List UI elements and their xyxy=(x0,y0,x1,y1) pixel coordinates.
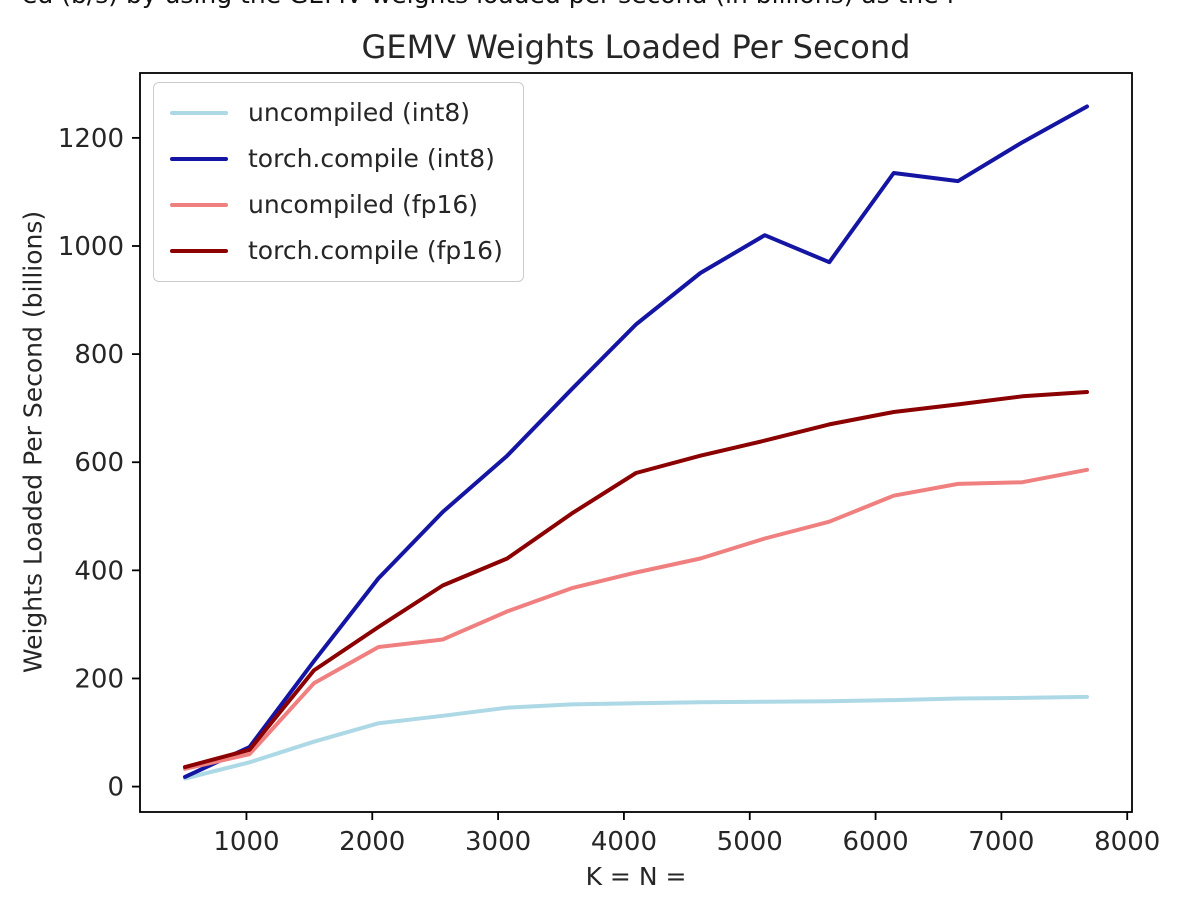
x-tick-label: 7000 xyxy=(968,827,1034,857)
series-line xyxy=(183,694,1089,781)
x-tick-label: 2000 xyxy=(339,827,405,857)
legend-label: uncompiled (int8) xyxy=(248,98,471,127)
y-tick-label: 1200 xyxy=(58,124,124,154)
series-line xyxy=(183,390,1089,770)
legend: uncompiled (int8) torch.compile (int8) u… xyxy=(153,82,524,282)
y-tick-label: 0 xyxy=(107,773,124,803)
x-tick-label: 1000 xyxy=(213,827,279,857)
legend-item: torch.compile (fp16) xyxy=(170,233,503,269)
legend-item: uncompiled (fp16) xyxy=(170,187,503,223)
y-tick-label: 1000 xyxy=(58,232,124,262)
x-tick-label: 4000 xyxy=(591,827,657,857)
y-tick-label: 400 xyxy=(74,556,124,586)
x-tick-label: 6000 xyxy=(842,827,908,857)
legend-line-swatch xyxy=(170,248,228,254)
clipped-text-content: ed (b/s) by using the GEMV weights loade… xyxy=(22,0,952,10)
legend-label: torch.compile (fp16) xyxy=(248,236,503,265)
x-tick-label: 5000 xyxy=(717,827,783,857)
x-tick-label: 3000 xyxy=(465,827,531,857)
y-tick-label: 200 xyxy=(74,664,124,694)
y-tick-label: 800 xyxy=(74,340,124,370)
legend-line-swatch xyxy=(170,156,228,162)
x-axis-label: K = N = xyxy=(585,862,687,891)
legend-line-swatch xyxy=(170,110,228,116)
axes-frame xyxy=(139,72,1133,813)
legend-label: uncompiled (fp16) xyxy=(248,190,479,219)
clipped-text-line: ed (b/s) by using the GEMV weights loade… xyxy=(22,0,952,11)
series-line xyxy=(183,104,1089,779)
legend-item: torch.compile (int8) xyxy=(170,141,503,177)
legend-item: uncompiled (int8) xyxy=(170,95,503,131)
series-line xyxy=(183,467,1089,771)
legend-line-swatch xyxy=(170,202,228,208)
chart-title: GEMV Weights Loaded Per Second xyxy=(361,28,911,66)
legend-label: torch.compile (int8) xyxy=(248,144,495,173)
y-tick-label: 600 xyxy=(74,448,124,478)
x-tick-label: 8000 xyxy=(1094,827,1160,857)
